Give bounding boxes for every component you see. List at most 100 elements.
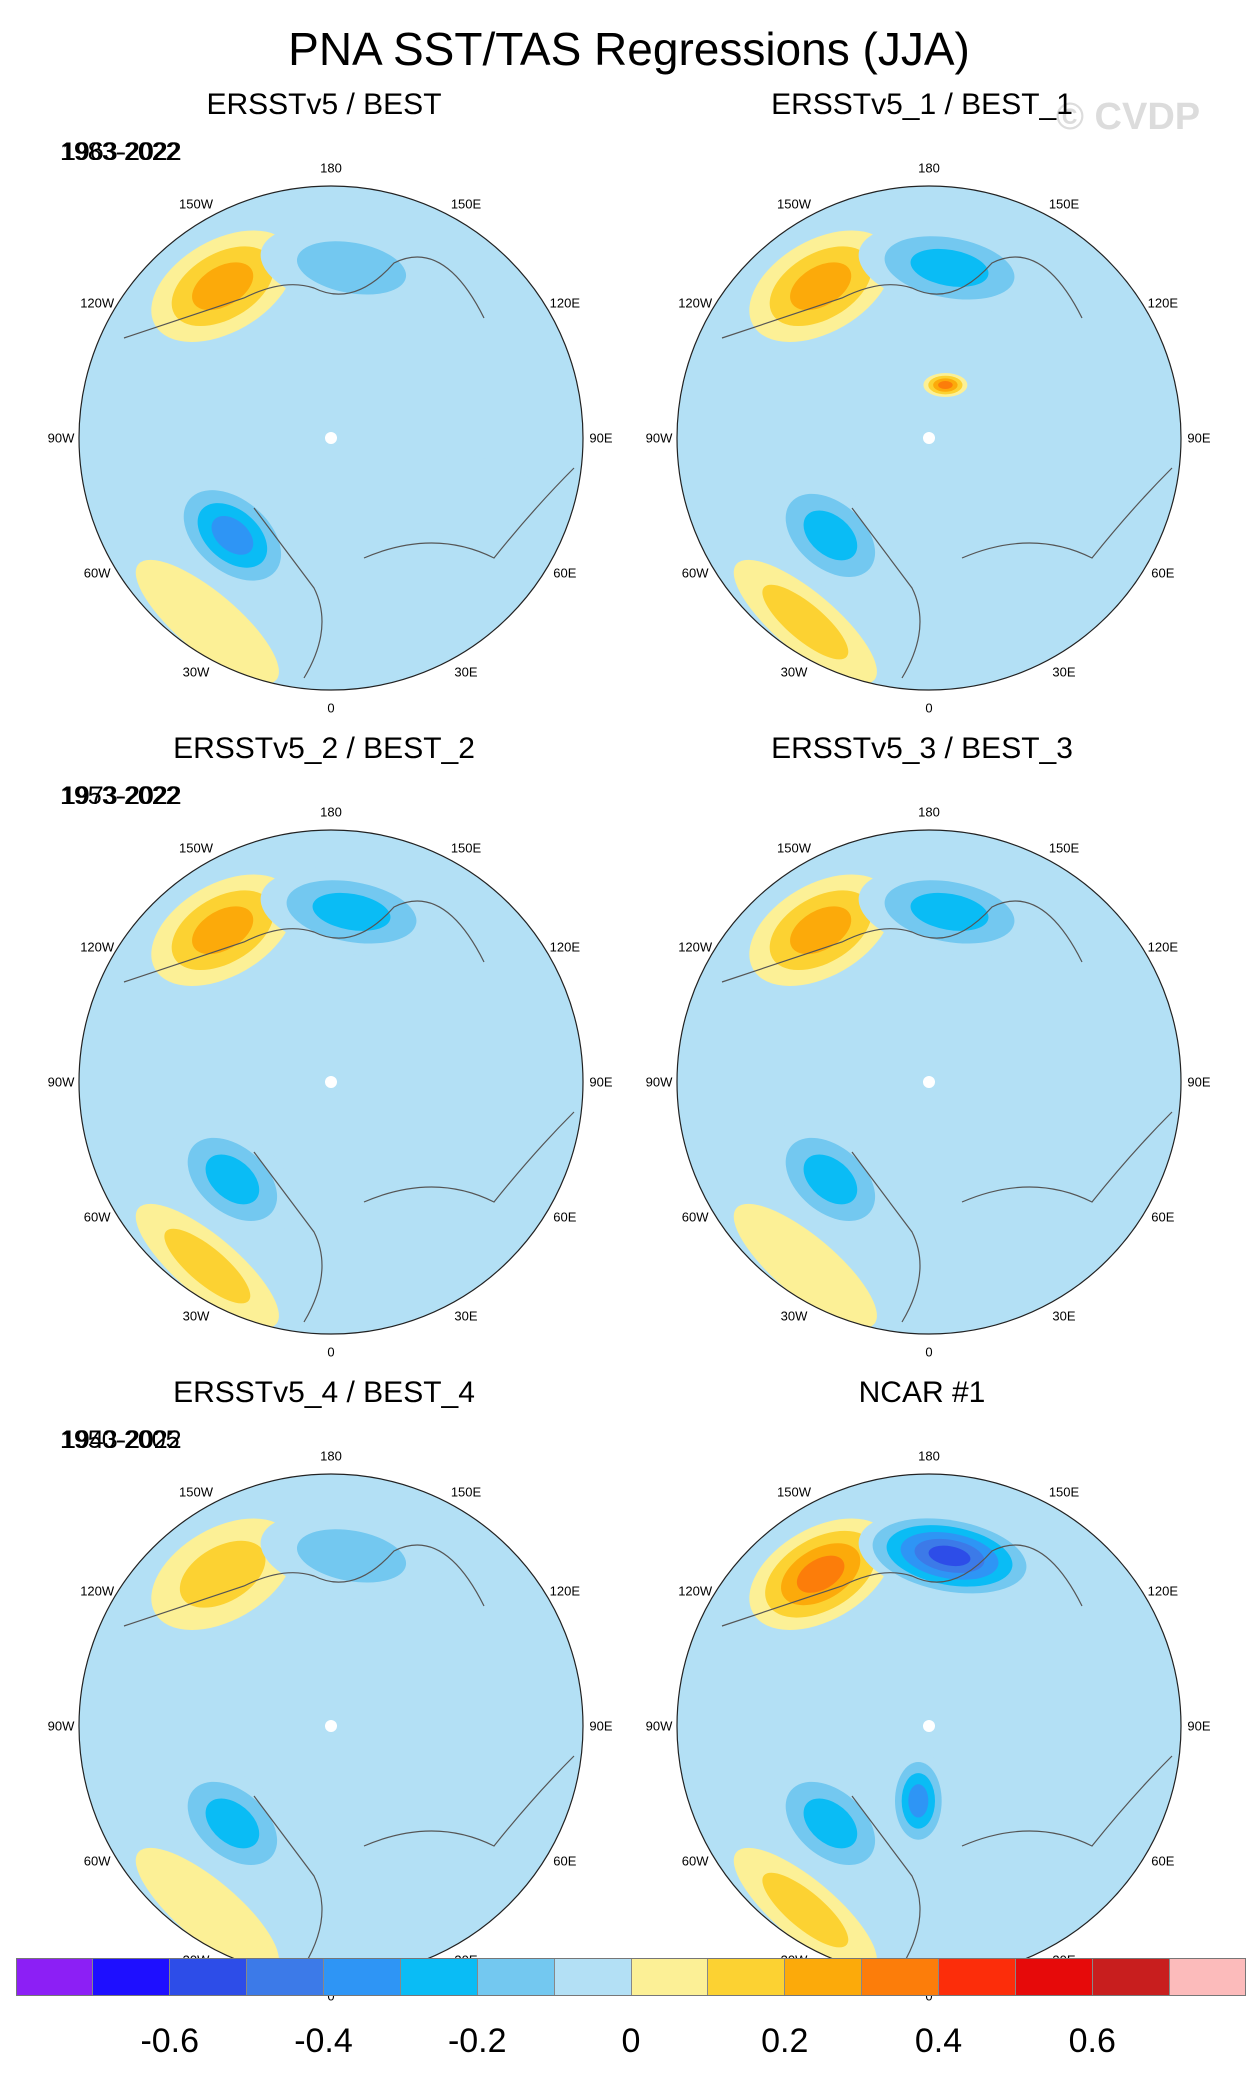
colorbar-tick-label: 0.6: [1068, 2022, 1116, 2060]
longitude-label: 30E: [1052, 1308, 1076, 1324]
colorbar-tick-label: -0.2: [447, 2022, 507, 2060]
longitude-label: 60W: [681, 1209, 709, 1225]
anomaly-contour: [790, 262, 852, 311]
longitude-label: 180: [918, 160, 940, 176]
longitude-label: 150W: [777, 196, 811, 212]
map-border: [78, 185, 584, 691]
longitude-label: 0: [327, 1988, 335, 2004]
longitude-label: 90W: [645, 1074, 673, 1090]
longitude-label: 150E: [450, 196, 482, 212]
panel-title: ERSSTv5_2 / BEST_2: [173, 732, 475, 765]
longitude-label: 30W: [182, 664, 210, 680]
map-border: [676, 829, 1182, 1335]
coastline: [123, 1544, 575, 1967]
longitude-label: 60W: [681, 565, 709, 581]
map-panel-1: ERSSTv5 / BEST 1963-2022 180 150E 120E 90E 60E…: [14, 88, 634, 716]
map-panel-2: ERSSTv5_1 / BEST_1 1983-2022 180 150E 120E 90…: [60, 88, 1232, 716]
map-border: [78, 829, 584, 1335]
polar-map-3: [78, 829, 584, 1335]
anomaly-contour: [179, 1540, 266, 1608]
longitude-label: 90E: [1187, 430, 1211, 446]
panel-period: 1963-2022: [62, 138, 182, 166]
anomaly-contour: [803, 1798, 858, 1849]
colorbar-swatch: [862, 1958, 940, 1996]
anomaly-contour: [312, 892, 391, 931]
longitude-label: 120E: [1147, 1583, 1178, 1599]
anomaly-contour: [135, 1847, 279, 1973]
longitude-label: 0: [925, 1988, 933, 2004]
figure-title: PNA SST/TAS Regressions (JJA): [288, 23, 970, 75]
longitude-label: 90E: [589, 430, 613, 446]
colorbar-swatch: [554, 1958, 632, 1996]
longitude-label: 150E: [1048, 1484, 1080, 1500]
anomaly-contour: [192, 906, 254, 955]
longitude-label: 90E: [1187, 1074, 1211, 1090]
longitude-label: 60E: [1151, 1209, 1175, 1225]
longitude-label: 150E: [450, 1484, 482, 1500]
colorbar-tick-label: 0.4: [914, 2022, 963, 2060]
panel-title: ERSSTv5_4 / BEST_4: [173, 1376, 475, 1409]
longitude-label: 60E: [1151, 565, 1175, 581]
anomaly-contour: [733, 1203, 877, 1329]
longitude-label: 60W: [83, 1853, 111, 1869]
colorbar-tick-label: -0.6: [140, 2022, 200, 2060]
anomaly-contour: [910, 248, 989, 287]
anomaly-contour: [192, 262, 254, 311]
longitude-label: 150E: [450, 840, 482, 856]
longitude-label: 0: [327, 1344, 335, 1360]
longitude-label: 120W: [678, 939, 713, 955]
longitude-label: 120E: [549, 1583, 580, 1599]
coastline: [123, 900, 575, 1323]
longitude-label: 180: [918, 804, 940, 820]
panel-period: 1950-2005: [60, 1426, 180, 1454]
longitude-label: 150E: [1048, 196, 1080, 212]
colorbar-swatch: [708, 1958, 786, 1996]
north-pole-mask: [325, 432, 337, 444]
longitude-label: 30E: [454, 664, 478, 680]
longitude-label: 90E: [589, 1718, 613, 1734]
anomaly-contour: [296, 241, 407, 295]
map-panel-3: ERSSTv5_2 / BEST_2 1973-2022 180 150E 120E 90…: [14, 732, 634, 1360]
polar-map-6: [676, 1473, 1182, 1979]
anomaly-contour: [803, 1154, 858, 1205]
anomaly-contour: [296, 1529, 407, 1583]
longitude-label: 60E: [1151, 1853, 1175, 1869]
coastline: [721, 1544, 1173, 1967]
panel-title: NCAR #1: [858, 1376, 986, 1409]
longitude-label: 0: [327, 700, 335, 716]
longitude-label: 0: [925, 700, 933, 716]
polar-map-1: [78, 185, 584, 691]
longitude-label: 120W: [80, 1583, 115, 1599]
longitude-label: 60E: [553, 565, 577, 581]
colorbar-swatch: [1016, 1958, 1094, 1996]
longitude-label: 180: [320, 804, 342, 820]
anomaly-contour: [762, 584, 849, 660]
coastline: [721, 256, 1173, 679]
anomaly-contour: [910, 892, 989, 931]
longitude-label: 30E: [454, 1308, 478, 1324]
polar-map-5: [78, 1473, 584, 1979]
anomaly-contour: [803, 510, 858, 561]
longitude-label: 150W: [179, 196, 213, 212]
longitude-label: 120W: [80, 939, 115, 955]
panel-period: 1953-2022: [60, 782, 180, 810]
anomaly-contour: [164, 1228, 251, 1304]
longitude-label: 60E: [553, 1209, 577, 1225]
colorbar-swatch: [246, 1958, 324, 1996]
polar-map-4: [676, 829, 1182, 1335]
colorbar-swatch: [1093, 1958, 1171, 1996]
anomaly-contour: [762, 1872, 849, 1948]
colorbar-tick-label: 0: [621, 2022, 641, 2060]
anomaly-contour: [205, 1154, 260, 1205]
anomaly-contour: [938, 381, 953, 390]
colorbar-swatch: [16, 1958, 93, 1996]
longitude-label: 60E: [553, 1853, 577, 1869]
colorbar-tick-label: 0.2: [761, 2022, 809, 2060]
colorbar-swatch: [169, 1958, 247, 1996]
longitude-label: 150W: [179, 840, 213, 856]
panel-period: 1943-2022: [62, 1426, 182, 1454]
longitude-label: 150E: [1048, 840, 1080, 856]
longitude-label: 60W: [681, 1853, 709, 1869]
panel-title: ERSSTv5_3 / BEST_3: [771, 732, 1073, 765]
panel-period: 1973-2022: [62, 782, 182, 810]
